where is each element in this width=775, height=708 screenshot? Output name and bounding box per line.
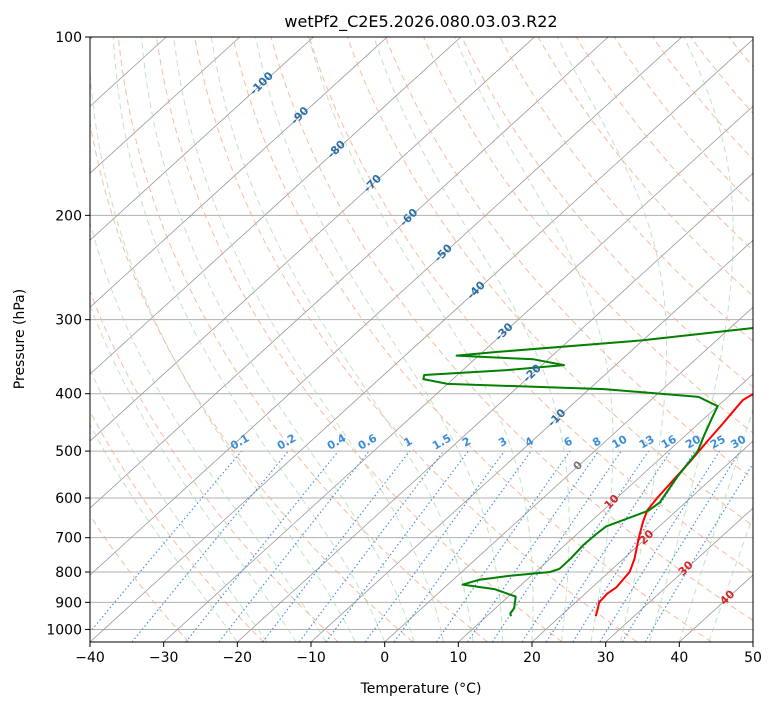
mixing-ratio-line [131, 450, 289, 642]
dry-adiabat-line [232, 37, 712, 642]
moist-adiabat-line [90, 368, 268, 642]
y-axis-label: Pressure (hPa) [12, 289, 28, 389]
dry-adiabat-line [308, 37, 753, 574]
dewpoint-profile [422, 326, 753, 617]
temperature-profile [594, 392, 753, 617]
y-tick-label: 400 [55, 387, 82, 403]
plot-frame [89, 36, 754, 643]
dry-adiabat-line [499, 37, 753, 343]
x-tick-label: 20 [523, 650, 541, 666]
chart-title: wetPf2_C2E5.2026.080.03.03.R22 [284, 12, 557, 32]
x-tick-label: 40 [670, 650, 688, 666]
y-tick-label: 900 [55, 595, 82, 611]
dry-adiabat-line [575, 37, 753, 252]
isotherm-line [605, 507, 753, 642]
mixing-ratio-line [218, 450, 370, 642]
isotherm-line [384, 306, 753, 642]
moist-adiabat-line [90, 423, 238, 642]
dry-adiabat-line [90, 119, 414, 642]
mixing-ratio-line [90, 450, 242, 633]
dry-adiabat-line [117, 37, 488, 642]
mixing-ratio-line [545, 450, 672, 642]
moist-adiabat-line [373, 37, 570, 642]
x-axis-label: Temperature (°C) [360, 681, 482, 697]
moist-adiabat-line [141, 37, 415, 642]
isotherm-line [90, 37, 241, 174]
background-lines [90, 37, 753, 642]
isotherm-line [90, 37, 314, 241]
dry-adiabat-line [385, 37, 753, 480]
x-tick-label: 0 [380, 650, 389, 666]
mixing-ratio-line [262, 450, 411, 642]
dry-adiabat-line [346, 37, 753, 527]
moist-adiabat-line [678, 407, 753, 642]
profile-series [422, 326, 753, 617]
x-tick-label: −20 [223, 650, 253, 666]
y-tick-label: 100 [55, 30, 82, 46]
dry-adiabat-line [537, 37, 753, 297]
isotherm-line [90, 37, 609, 509]
isotherm-line [90, 38, 753, 642]
mixing-ratio-line [364, 450, 505, 642]
x-tick-label: −30 [149, 650, 179, 666]
dry-adiabat-line [652, 37, 753, 161]
y-tick-label: 500 [55, 444, 82, 460]
moist-adiabat-line [454, 37, 614, 642]
isotherm-line [90, 37, 535, 442]
mixing-ratio-line [393, 450, 532, 642]
mixing-ratio-line [467, 450, 599, 642]
x-tick-label: −40 [75, 650, 105, 666]
dry-adiabat-line [90, 410, 264, 642]
moist-adiabat-line [90, 64, 356, 642]
x-tick-label: 30 [597, 650, 615, 666]
y-tick-label: 700 [55, 531, 82, 547]
y-tick-label: 1000 [46, 622, 82, 638]
dry-adiabat-line [461, 37, 753, 388]
dry-adiabat-line [194, 37, 638, 642]
moist-adiabat-line [255, 37, 503, 642]
moist-adiabat-line [90, 303, 297, 642]
x-tick-label: −10 [296, 650, 326, 666]
x-tick-label: 50 [744, 650, 762, 666]
axes: −40 −30 −20 −10 0 10 20 30 40 50 100 200 300 400 500 60… [46, 30, 762, 666]
moist-adiabat-line [708, 515, 753, 642]
mixing-ratio-line [644, 462, 753, 642]
mixing-ratio-line [621, 450, 741, 642]
moist-adiabat-line [112, 37, 386, 642]
y-tick-label: 200 [55, 208, 82, 224]
x-tick-label: 10 [449, 650, 467, 666]
y-tick-label: 600 [55, 491, 82, 507]
y-tick-label: 800 [55, 565, 82, 581]
mixing-ratio-line [435, 450, 571, 642]
moist-adiabat-line [308, 37, 534, 642]
mixing-ratio-line [599, 450, 721, 642]
moist-adiabat-line [556, 37, 668, 642]
moist-adiabat-line [210, 37, 474, 642]
isotherm-line [163, 105, 753, 642]
isotherm-line [237, 172, 753, 642]
dry-adiabat-line [90, 290, 339, 642]
moist-adiabat-line [649, 37, 734, 642]
isotherm-line [90, 37, 683, 576]
moist-adiabat-line [90, 220, 327, 642]
moist-adiabat-line [173, 37, 445, 642]
isotherm-line [90, 37, 388, 308]
isotherm-line [90, 37, 462, 375]
dry-adiabat-line [156, 37, 563, 642]
mixing-ratio-line [185, 450, 339, 642]
y-tick-label: 300 [55, 313, 82, 329]
